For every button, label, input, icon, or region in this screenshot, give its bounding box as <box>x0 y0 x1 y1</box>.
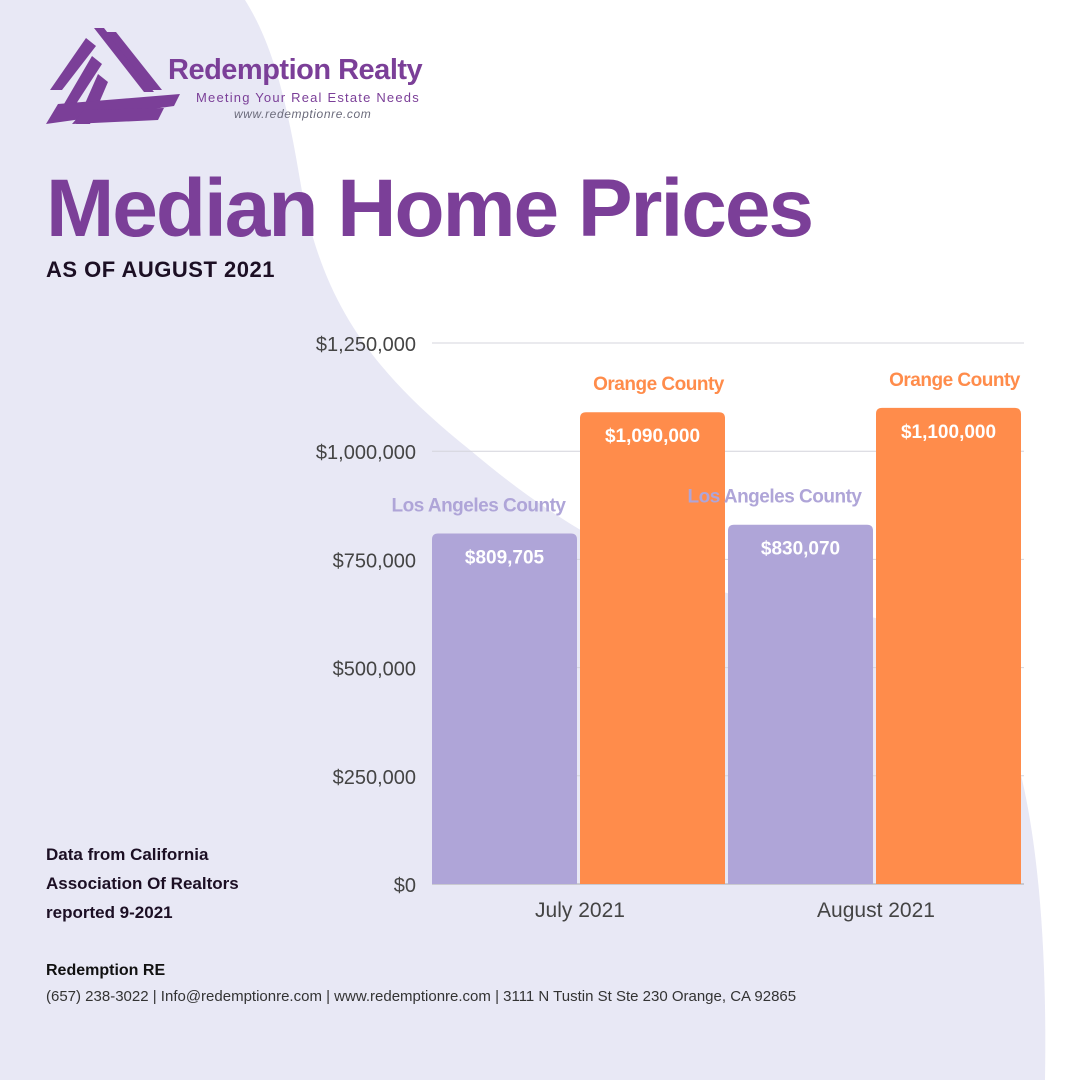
x-tick-label: August 2021 <box>817 899 935 922</box>
y-tick-label: $250,000 <box>333 767 416 789</box>
footer-company: Redemption RE <box>46 962 166 979</box>
bar <box>432 533 577 884</box>
page-subtitle: AS OF AUGUST 2021 <box>46 257 275 282</box>
footer-contact: (657) 238-3022 | Info@redemptionre.com |… <box>46 988 797 1005</box>
y-tick-label: $750,000 <box>333 550 416 572</box>
bar-value-label: $1,090,000 <box>605 426 700 447</box>
bar <box>728 524 873 884</box>
brand-logo <box>46 28 466 128</box>
series-label: Los Angeles County <box>392 496 567 517</box>
bar-value-label: $830,070 <box>761 539 840 560</box>
series-label: Orange County <box>593 374 725 395</box>
y-tick-label: $500,000 <box>333 659 416 681</box>
y-tick-label: $0 <box>394 875 416 897</box>
series-label: Orange County <box>889 370 1021 391</box>
brand-name: Redemption Realty <box>168 54 423 86</box>
bar <box>876 407 1021 884</box>
x-tick-label: July 2021 <box>535 899 625 922</box>
bar-value-label: $809,705 <box>465 548 545 569</box>
y-tick-label: $1,000,000 <box>316 442 416 464</box>
source-note: Data from California Association Of Real… <box>46 845 239 922</box>
triangle-logo-icon <box>46 28 180 124</box>
brand-tagline: Meeting Your Real Estate Needs <box>196 90 420 105</box>
brand-website: www.redemptionre.com <box>234 107 372 121</box>
series-label: Los Angeles County <box>688 487 863 508</box>
page-title: Median Home Prices <box>46 163 814 254</box>
bar-value-label: $1,100,000 <box>901 422 996 443</box>
bar <box>580 412 725 884</box>
y-tick-label: $1,250,000 <box>316 334 416 356</box>
